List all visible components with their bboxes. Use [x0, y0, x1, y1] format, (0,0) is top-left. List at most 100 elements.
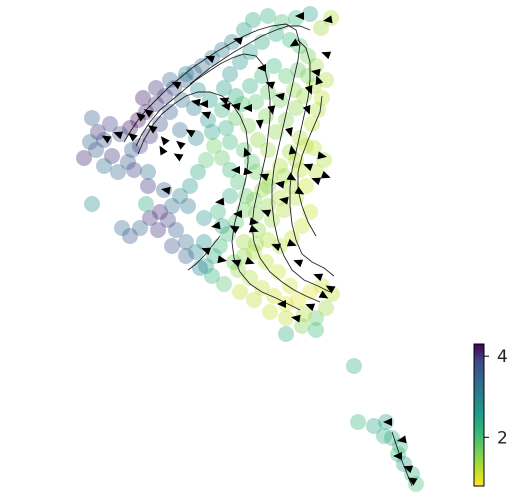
velocity-arrow: [171, 81, 182, 90]
data-point: [222, 66, 238, 82]
data-point: [194, 58, 210, 74]
velocity-arrow: [304, 84, 313, 95]
velocity-arrow: [259, 173, 270, 182]
data-point: [302, 6, 318, 22]
data-point: [232, 54, 248, 70]
data-point: [210, 204, 226, 220]
data-point: [246, 292, 262, 308]
data-point: [222, 162, 238, 178]
data-point: [172, 188, 188, 204]
data-point: [248, 236, 264, 252]
data-point: [148, 80, 164, 96]
data-point: [196, 234, 212, 250]
velocity-arrow: [231, 166, 240, 174]
data-point: [266, 288, 282, 304]
data-point: [346, 358, 362, 374]
data-point: [294, 218, 310, 234]
data-point: [240, 118, 256, 134]
velocity-arrow: [185, 129, 196, 138]
data-point: [304, 116, 320, 132]
data-point: [366, 418, 382, 434]
velocity-arrow: [403, 465, 414, 474]
velocity-arrow: [191, 98, 201, 107]
data-point: [308, 310, 324, 326]
velocity-arrow: [383, 418, 392, 426]
velocity-arrow: [277, 300, 286, 308]
velocity-arrow: [325, 285, 336, 294]
data-point: [228, 110, 244, 126]
data-point: [178, 234, 194, 250]
data-point: [298, 178, 314, 194]
velocity-arrow: [229, 225, 240, 234]
velocity-arrow: [321, 51, 332, 60]
streamline: [187, 235, 221, 271]
velocity-arrow: [303, 163, 314, 172]
data-point: [286, 82, 302, 98]
data-point: [212, 238, 228, 254]
data-point: [224, 34, 240, 50]
data-point: [384, 430, 400, 446]
velocity-arrow: [320, 170, 331, 179]
velocity-arrow: [295, 12, 304, 20]
data-point: [290, 292, 306, 308]
data-point: [276, 202, 292, 218]
data-point: [266, 58, 282, 74]
velocity-arrow: [128, 132, 138, 142]
data-point: [278, 310, 294, 326]
data-point: [250, 222, 266, 238]
data-point: [248, 206, 264, 222]
velocity-arrow: [275, 180, 285, 189]
data-point: [230, 174, 246, 190]
data-point: [157, 88, 173, 104]
data-point: [196, 210, 212, 226]
data-point: [132, 220, 148, 236]
velocity-arrow: [217, 255, 227, 264]
data-point: [288, 152, 304, 168]
velocity-arrow: [305, 303, 316, 312]
velocity-arrow: [285, 127, 293, 137]
data-point: [284, 230, 300, 246]
velocity-arrow: [291, 314, 301, 323]
velocity-arrow: [318, 290, 329, 299]
colorbar: 24: [473, 343, 508, 487]
data-point: [172, 122, 188, 138]
velocity-arrow: [265, 81, 276, 90]
data-point: [294, 318, 310, 334]
velocity-arrow: [219, 97, 230, 106]
velocity-arrow: [211, 221, 221, 230]
data-point: [180, 198, 196, 214]
data-point: [190, 82, 206, 98]
data-point: [288, 100, 304, 116]
data-point: [135, 90, 151, 106]
data-point: [204, 268, 220, 284]
velocity-arrow: [249, 217, 259, 226]
data-point: [318, 300, 334, 316]
velocity-arrow: [205, 55, 216, 64]
data-point: [164, 238, 180, 254]
data-point: [102, 116, 118, 132]
velocity-arrow: [233, 210, 242, 218]
data-point: [204, 124, 220, 140]
data-point: [160, 212, 176, 228]
data-point: [313, 20, 329, 36]
velocity-arrow: [161, 186, 171, 195]
velocity-arrow: [397, 435, 407, 444]
data-point: [110, 164, 126, 180]
velocity-arrow: [407, 477, 418, 486]
data-point: [82, 134, 98, 150]
data-point: [310, 102, 326, 118]
data-point: [104, 148, 120, 164]
data-point: [308, 322, 324, 338]
data-point: [140, 164, 156, 180]
data-point: [122, 228, 138, 244]
data-point: [132, 138, 148, 154]
velocity-arrow: [271, 243, 282, 252]
data-point: [218, 120, 234, 136]
data-point: [84, 110, 100, 126]
velocity-arrows: [101, 12, 418, 486]
velocity-arrow: [279, 196, 289, 205]
data-point: [308, 164, 324, 180]
data-point: [268, 26, 284, 42]
data-point: [232, 284, 248, 300]
data-point: [274, 14, 290, 30]
